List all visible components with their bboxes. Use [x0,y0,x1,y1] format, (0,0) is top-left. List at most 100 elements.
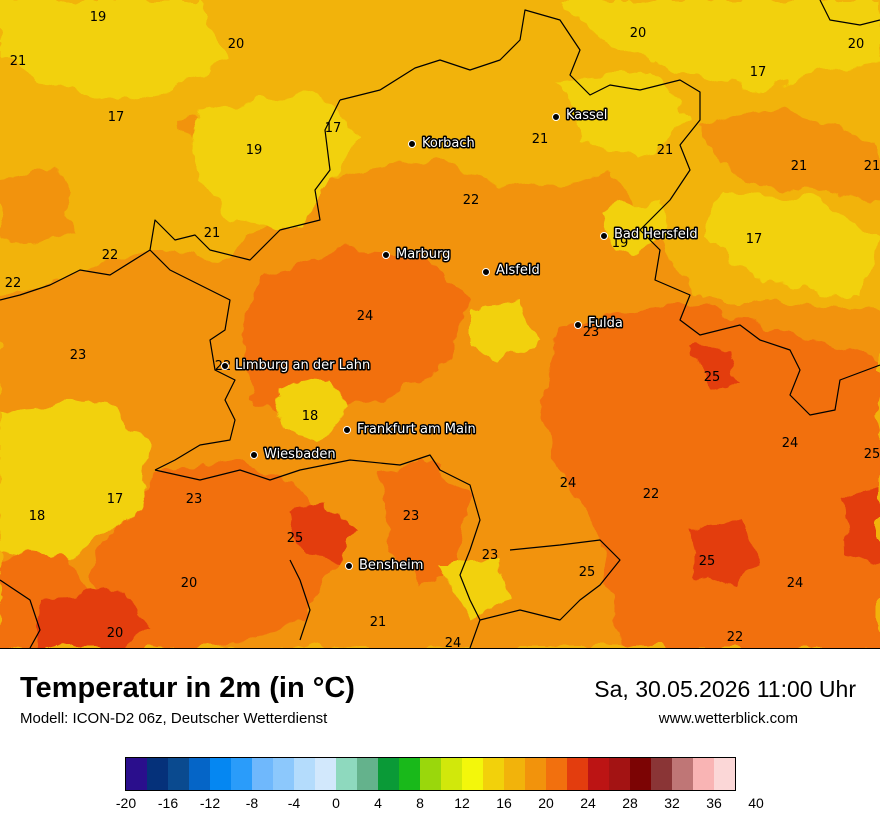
legend-swatch [231,758,252,790]
legend-swatch [294,758,315,790]
map-title: Temperatur in 2m (in °C) [20,672,355,704]
temp-band-26-region [690,520,760,585]
legend-tick-label: 28 [622,795,638,811]
temp-band-18-region [560,70,690,160]
city-dot [574,321,582,329]
legend-swatch [378,758,399,790]
color-scale-legend [125,757,736,791]
temp-value: 19 [612,236,629,251]
legend-swatch [420,758,441,790]
city-label: Bad Hersfeld [614,227,698,242]
city-label: Marburg [396,247,450,262]
city-bad-hersfeld[interactable]: Bad Hersfeld [600,226,699,244]
city-dot [482,268,490,276]
temp-value: 23 [482,548,499,563]
city-limburg-an-der-lahn[interactable]: Limburg an der Lahn [221,357,372,375]
temp-value: 21 [204,226,221,241]
temp-value: 21 [370,615,387,630]
model-info: Modell: ICON-D2 06z, Deutscher Wetterdie… [20,710,328,727]
legend-tick-label: -16 [157,795,179,811]
city-marburg[interactable]: Marburg [382,246,452,264]
city-fulda[interactable]: Fulda [574,315,624,333]
temp-value: 17 [107,492,124,507]
temp-band-18-region [0,400,150,560]
forecast-datetime: Sa, 30.05.2026 11:00 Uhr [594,676,856,702]
temp-band-18-region [600,200,670,255]
legend-tick-label: 4 [374,795,382,811]
legend-tick-label: 32 [664,795,680,811]
map-canvas: 19 20 21 20 17 20 17 17 21 19 21 21 21 2… [0,0,880,648]
city-dot [552,113,560,121]
legend-swatch [630,758,651,790]
city-dot [343,426,351,434]
legend-swatch [525,758,546,790]
temp-value: 20 [228,37,245,52]
legend-swatch [462,758,483,790]
temp-value: 22 [463,193,480,208]
temp-band-22-region [700,110,880,200]
temp-value: 25 [699,554,716,569]
city-korbach[interactable]: Korbach [408,135,476,153]
city-label: Alsfeld [496,263,540,278]
color-scale-ticks: -20 -16 -12 -8 -4 0 4 8 12 16 20 24 28 32 36 40 [0,795,880,815]
temp-band-26-region [290,505,355,560]
legend-tick-label: 12 [454,795,470,811]
temp-value: 23 [186,492,203,507]
legend-swatch [273,758,294,790]
temp-value: 24 [445,636,462,648]
city-label: Wiesbaden [264,447,336,462]
temp-value: 21 [657,143,674,158]
legend-swatch [126,758,147,790]
city-wiesbaden[interactable]: Wiesbaden [250,446,337,464]
legend-swatch [567,758,588,790]
city-frankfurt-am-main[interactable]: Frankfurt am Main [343,421,477,439]
temp-value: 25 [864,447,880,462]
temp-band-26-region [40,590,150,648]
city-kassel[interactable]: Kassel [552,107,609,125]
legend-tick-label: -8 [245,795,259,811]
city-label: Frankfurt am Main [357,422,476,437]
temp-band-24-region [90,460,340,648]
legend-tick-label: -20 [115,795,137,811]
temp-value: 25 [579,565,596,580]
temp-value: 20 [181,576,198,591]
temp-band-18-region [560,0,880,90]
city-dot [345,562,353,570]
temp-band-26-region [690,345,740,390]
city-bensheim[interactable]: Bensheim [345,557,425,575]
temp-value: 17 [750,65,767,80]
temp-value: 21 [532,132,549,147]
temp-value: 24 [782,436,799,451]
legend-tick-label: -4 [287,795,301,811]
legend-tick-label: 20 [538,795,554,811]
temp-band-18-region [190,90,360,230]
city-alsfeld[interactable]: Alsfeld [482,262,541,280]
state-border [0,0,880,648]
temperature-values: 19 20 21 20 17 20 17 17 21 19 21 21 21 2… [5,10,880,648]
temp-value: 25 [287,531,304,546]
temp-value: 23 [70,348,87,363]
legend-swatch [504,758,525,790]
legend-swatch [441,758,462,790]
temperature-map: 19 20 21 20 17 20 17 17 21 19 21 21 21 2… [0,0,880,649]
legend-tick-label: 40 [748,795,764,811]
temp-value: 19 [90,10,107,25]
legend-swatch [609,758,630,790]
city-label: Fulda [588,316,623,331]
temp-value: 17 [325,121,342,136]
temp-band-24-region [380,460,470,590]
temp-band-24-region [540,300,880,648]
temp-value: 19 [246,143,263,158]
temp-value: 17 [108,110,125,125]
temp-value: 20 [630,26,647,41]
legend-tick-label: 8 [416,795,424,811]
legend-swatch [651,758,672,790]
legend-swatch [210,758,231,790]
temp-value: 18 [302,409,319,424]
temp-value: 23 [403,509,420,524]
temp-value: 18 [29,509,46,524]
legend-swatch [546,758,567,790]
website-link[interactable]: www.wetterblick.com [658,710,798,727]
city-markers: Kassel Korbach Marburg Alsfeld Bad Hersf… [221,107,699,575]
temp-band-26-region [840,490,880,560]
